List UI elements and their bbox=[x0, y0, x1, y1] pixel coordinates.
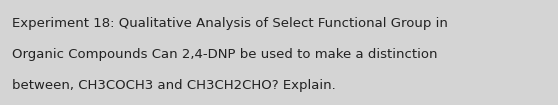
Text: Organic Compounds Can 2,4-DNP be used to make a distinction: Organic Compounds Can 2,4-DNP be used to… bbox=[12, 48, 437, 61]
Text: between, CH3COCH3 and CH3CH2CHO? Explain.: between, CH3COCH3 and CH3CH2CHO? Explain… bbox=[12, 79, 336, 92]
Text: Experiment 18: Qualitative Analysis of Select Functional Group in: Experiment 18: Qualitative Analysis of S… bbox=[12, 17, 448, 30]
